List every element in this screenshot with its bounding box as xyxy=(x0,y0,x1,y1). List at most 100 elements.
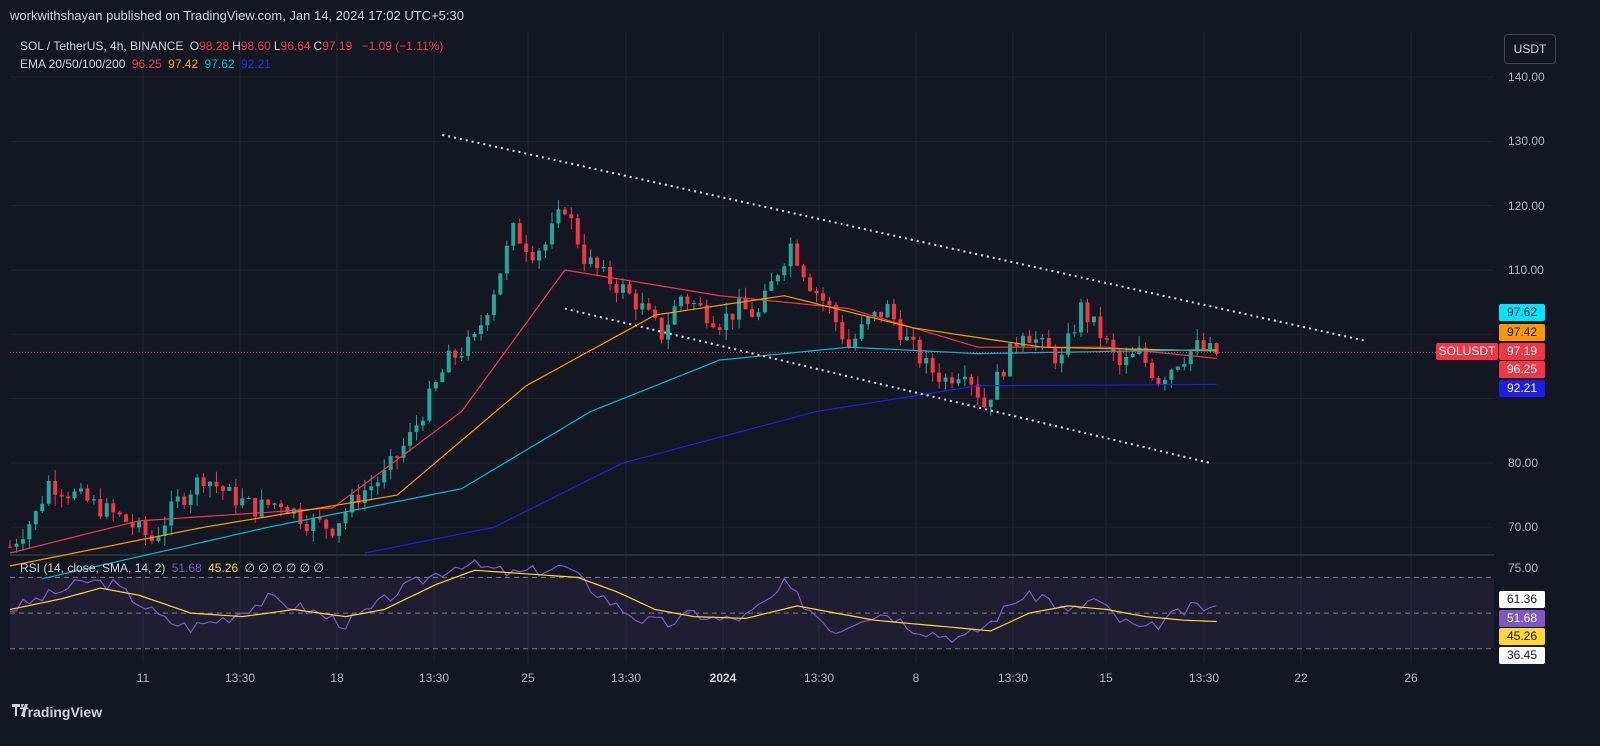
tradingview-brand[interactable]: TradingView xyxy=(12,704,102,720)
candle-up xyxy=(485,314,490,326)
candle-up xyxy=(343,512,348,524)
candle-down xyxy=(1156,377,1161,385)
candle-up xyxy=(853,338,858,348)
candle-down xyxy=(453,350,458,358)
candle-up xyxy=(91,499,96,501)
symbol-name[interactable]: SOL / TetherUS, 4h, BINANCE xyxy=(20,39,184,53)
candle-down xyxy=(711,323,716,328)
candle-up xyxy=(1091,316,1096,323)
candle-up xyxy=(762,290,767,313)
candle-up xyxy=(620,284,625,293)
candle-up xyxy=(943,377,948,382)
ohlc-value-h: 98.60 xyxy=(240,39,271,53)
candle-down xyxy=(582,244,587,265)
price-change: −1.09 (−1.11%) xyxy=(361,39,444,53)
candle-up xyxy=(259,499,264,517)
candle-up xyxy=(472,333,477,338)
candle-down xyxy=(569,214,574,219)
ohlc-value-c: 97.19 xyxy=(322,39,353,53)
rsi-label: RSI (14, close, SMA, 14, 2) xyxy=(20,561,166,575)
candle-down xyxy=(66,496,71,499)
candle-down xyxy=(808,277,813,291)
candle-up xyxy=(956,379,961,384)
candle-down xyxy=(317,517,322,520)
candle-up xyxy=(1130,354,1135,358)
candle-down xyxy=(950,377,955,384)
candle-down xyxy=(898,319,903,340)
candle-down xyxy=(330,528,335,536)
candle-down xyxy=(524,243,529,252)
candle-up xyxy=(1188,351,1193,365)
candle-down xyxy=(53,481,58,495)
candle-down xyxy=(627,284,632,294)
candle-down xyxy=(659,317,664,340)
candle-up xyxy=(904,336,909,340)
candle-down xyxy=(517,223,522,244)
candle-up xyxy=(775,275,780,282)
candle-up xyxy=(188,494,193,505)
symbol-price-tag: SOLUSDT xyxy=(1436,343,1498,360)
candle-up xyxy=(466,337,471,356)
candle-up xyxy=(78,488,83,492)
candle-down xyxy=(1111,339,1116,352)
x-tick-label: 13:30 xyxy=(803,671,835,685)
candle-down xyxy=(278,503,283,508)
candle-down xyxy=(930,358,935,373)
candle-up xyxy=(162,525,167,536)
candle-down xyxy=(1053,348,1058,364)
candle-up xyxy=(20,539,25,544)
y-tick-label: 130.00 xyxy=(1508,134,1545,149)
candle-down xyxy=(220,486,225,491)
ema200-value: 92.21 xyxy=(240,57,271,71)
rsi-legend[interactable]: RSI (14, close, SMA, 14, 2) 51.68 45.26 … xyxy=(20,561,327,575)
candle-up xyxy=(46,481,51,504)
x-tick-label: 13:30 xyxy=(224,671,256,685)
candle-up xyxy=(511,223,516,246)
candle-down xyxy=(795,243,800,266)
candle-up xyxy=(866,316,871,325)
candle-down xyxy=(117,512,122,515)
candle-up xyxy=(375,482,380,487)
rsi-value: 51.68 xyxy=(171,561,202,575)
x-tick-label: 13:30 xyxy=(997,671,1029,685)
candle-up xyxy=(1059,354,1064,364)
candle-up xyxy=(414,425,419,433)
candle-up xyxy=(543,244,548,251)
candle-up xyxy=(498,273,503,295)
candle-down xyxy=(1001,371,1006,377)
candle-up xyxy=(337,523,342,536)
candle-up xyxy=(311,517,316,531)
candle-up xyxy=(246,497,251,499)
candle-down xyxy=(233,486,238,506)
candle-up xyxy=(588,257,593,265)
candle-down xyxy=(614,284,619,293)
candle-up xyxy=(691,302,696,304)
candle-up xyxy=(504,245,509,274)
y-tick-label: 70.00 xyxy=(1508,520,1539,535)
candle-down xyxy=(298,508,303,525)
candle-up xyxy=(859,324,864,339)
candle-up xyxy=(175,496,180,502)
rsi-line xyxy=(9,559,1217,644)
candle-down xyxy=(356,494,361,503)
candle-up xyxy=(446,350,451,373)
candle-down xyxy=(562,209,567,215)
candle-up xyxy=(272,503,277,505)
candle-up xyxy=(1195,340,1200,352)
candle-up xyxy=(1182,364,1187,367)
candle-down xyxy=(827,300,832,306)
candle-up xyxy=(549,223,554,245)
currency-button[interactable]: USDT xyxy=(1504,34,1556,64)
ohlc-value-l: 96.64 xyxy=(280,39,311,53)
ema-line-2 xyxy=(9,295,1217,567)
price-label: 97.19 xyxy=(1499,343,1545,360)
candle-down xyxy=(653,309,658,318)
ema-legend[interactable]: EMA 20/50/100/200 96.25 97.42 97.62 92.2… xyxy=(20,57,274,71)
candle-down xyxy=(324,519,329,529)
candle-down xyxy=(891,303,896,320)
candle-down xyxy=(608,266,613,285)
candle-up xyxy=(401,445,406,458)
candle-up xyxy=(291,508,296,514)
candle-down xyxy=(879,311,884,318)
